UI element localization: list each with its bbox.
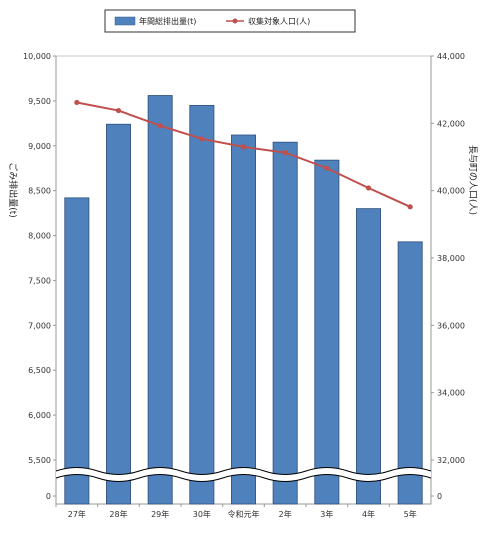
bar: [189, 104, 215, 505]
y-axis-right-ticks: 0 32,000 34,000 36,000 38,000 40,000 42,000 44,…: [431, 52, 465, 501]
axis-break-wave-bottom: [55, 474, 432, 482]
y-left-tick-label: 9,500: [28, 97, 51, 106]
y-right-tick-label: 40,000: [437, 187, 465, 196]
x-tick-label: 3年: [320, 509, 333, 519]
line-point: [115, 107, 122, 114]
bar: [231, 134, 256, 505]
y-left-tick-label: 8,500: [28, 187, 51, 196]
x-tick-label: 令和元年: [228, 509, 260, 519]
y-axis-title-right: 長与町の人口(人): [467, 145, 478, 215]
line-point: [407, 204, 413, 210]
legend: 年間総排出量(t) 収集対象人口(人): [104, 9, 356, 33]
legend-line-marker: [232, 18, 238, 24]
legend-bar-label: 年間総排出量(t): [139, 16, 196, 26]
line-point: [74, 99, 80, 106]
bar: [106, 123, 131, 505]
y-left-tick-label: 8,000: [28, 232, 51, 241]
x-tick-label: 5年: [404, 509, 417, 519]
x-tick-label: 28年: [109, 509, 127, 519]
bar: [397, 241, 423, 505]
bar: [314, 159, 340, 505]
x-tick-label: 2年: [279, 509, 292, 519]
bar: [356, 208, 381, 505]
legend-line-label: 収集対象人口(人): [248, 16, 310, 26]
line-point: [324, 165, 330, 171]
bar-series: [64, 95, 423, 505]
x-tick-label: 27年: [68, 509, 86, 519]
bar: [147, 95, 173, 505]
line-point: [365, 185, 372, 191]
line-point: [240, 144, 247, 150]
axis-break-wave: [55, 467, 432, 482]
y-right-tick-label: 32,000: [437, 456, 465, 465]
bar: [272, 141, 298, 505]
x-tick-label: 4年: [362, 509, 375, 519]
y-right-tick-label: 44,000: [437, 52, 465, 61]
y-left-tick-label: 7,000: [28, 321, 51, 330]
y-left-tick-label: 6,500: [28, 366, 51, 375]
line-series: [74, 99, 413, 210]
y-left-tick-label: 10,000: [23, 52, 51, 61]
y-right-tick-label: 42,000: [437, 119, 465, 128]
legend-bar-swatch: [114, 16, 136, 26]
y-left-tick-label: 9,000: [28, 142, 51, 151]
x-axis-labels: 27年 28年 29年 30年 令和元年 2年 3年 4年 5年: [55, 504, 417, 519]
y-axis-left-ticks: 0 5,500 6,000 6,500 7,000 7,500 8,000 8,500 9,00…: [23, 52, 56, 501]
x-tick-label: 30年: [193, 509, 211, 519]
bar: [64, 197, 90, 505]
y-left-tick-label: 0: [46, 492, 51, 501]
line-point: [282, 150, 288, 156]
y-right-tick-label: 0: [437, 492, 442, 501]
y-right-tick-label: 34,000: [437, 389, 465, 398]
line-point: [157, 123, 163, 129]
y-left-tick-label: 5,500: [28, 456, 51, 465]
y-left-tick-label: 7,500: [28, 276, 51, 285]
x-tick-label: 29年: [151, 509, 169, 519]
y-right-tick-label: 38,000: [437, 254, 465, 263]
y-left-tick-label: 6,000: [28, 411, 51, 420]
line-point: [199, 136, 205, 142]
y-right-tick-label: 36,000: [437, 321, 465, 330]
y-axis-title-left: ごみ排出量(t): [7, 162, 19, 218]
axis-break-wave-top: [55, 467, 432, 475]
